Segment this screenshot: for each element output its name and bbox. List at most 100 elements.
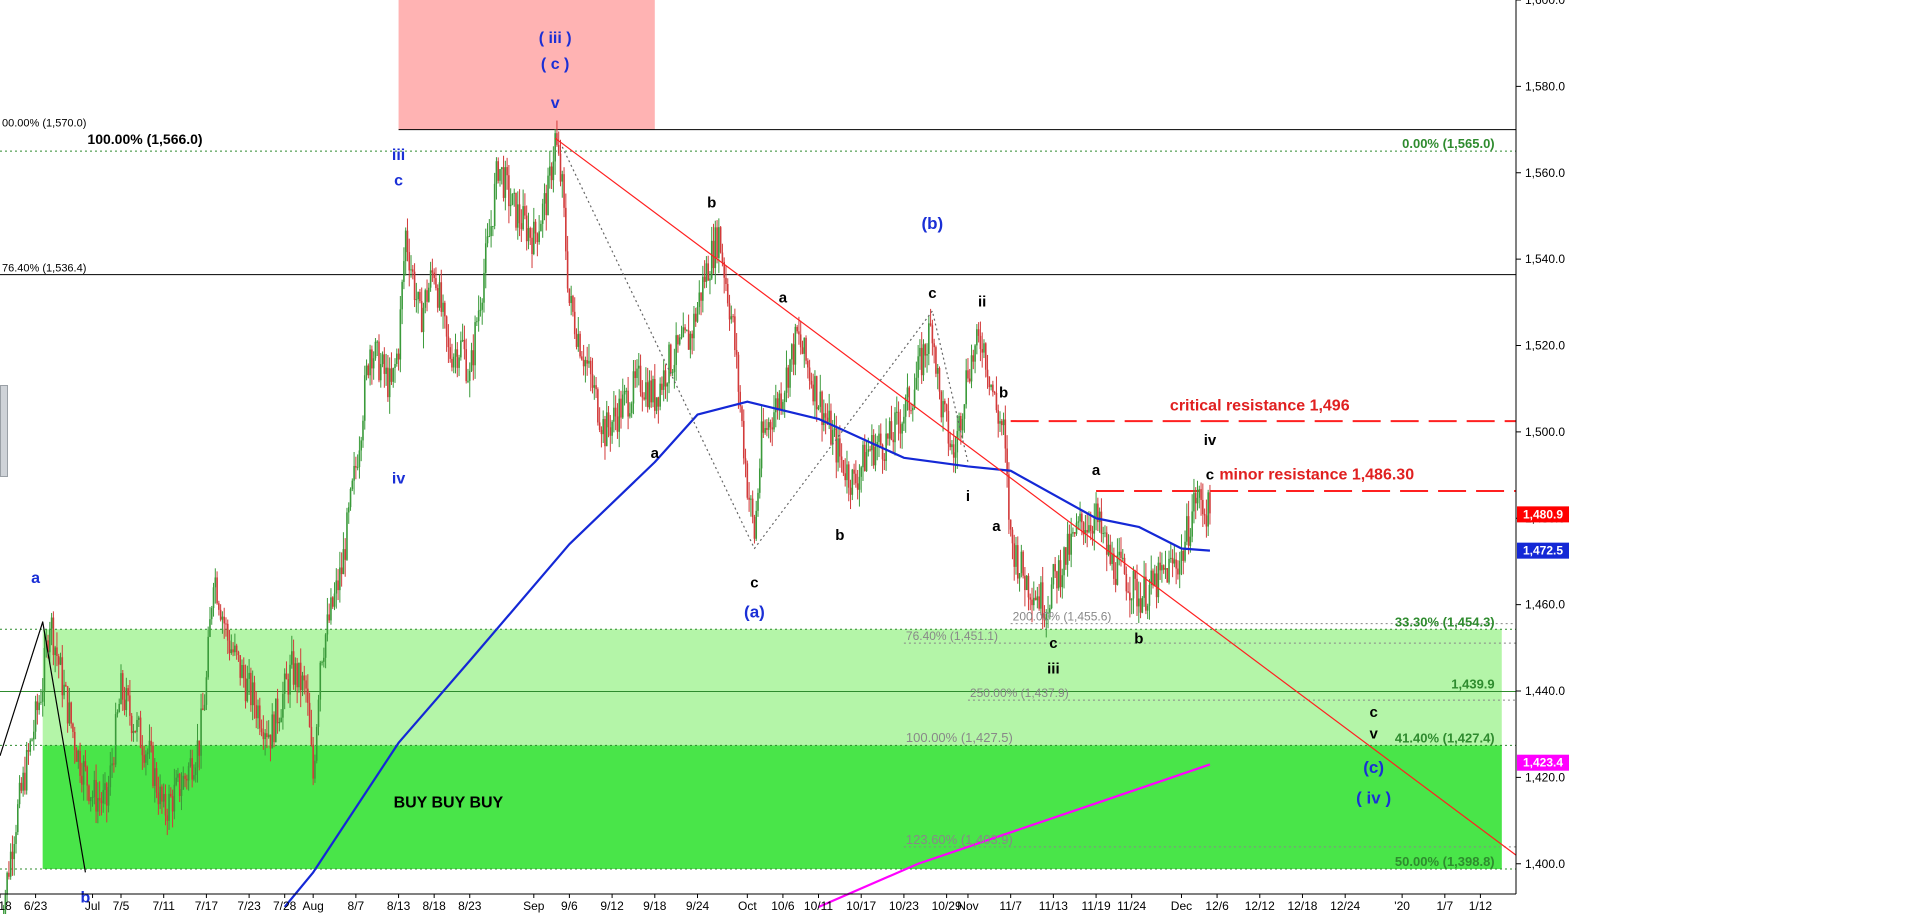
x-tick-label: 12/12 — [1245, 899, 1275, 913]
x-tick-label: 6/18 — [0, 899, 12, 913]
candle-body — [1203, 514, 1206, 516]
candle-body — [381, 354, 384, 365]
candle-body — [755, 510, 758, 539]
candle-body — [789, 359, 791, 388]
candle-body — [1109, 544, 1112, 564]
candle-body — [16, 804, 19, 833]
candle-body — [874, 447, 877, 466]
wave-label: (b) — [922, 214, 944, 233]
candle-body — [1173, 559, 1176, 564]
candle-body — [239, 655, 242, 678]
candle-body — [970, 355, 973, 382]
candle-body — [623, 390, 626, 395]
candle-body — [787, 367, 790, 388]
candle-body — [582, 359, 585, 367]
candle-body — [563, 174, 565, 208]
candle-body — [698, 292, 701, 308]
x-tick-label: 9/6 — [561, 899, 578, 913]
candle-body — [333, 593, 336, 607]
candle-body — [890, 421, 893, 440]
x-tick-label: Oct — [738, 899, 757, 913]
moving-average-blue — [283, 400, 1211, 908]
candle-body — [883, 459, 886, 461]
candle-body — [159, 786, 161, 805]
wave-label: ii — [978, 294, 986, 311]
fib-label: 250.00% (1,437.9) — [970, 686, 1069, 700]
candle-body — [782, 401, 784, 409]
candle-body — [862, 444, 864, 468]
candle-body — [910, 410, 912, 412]
candle-body — [257, 705, 259, 719]
candle-body — [691, 333, 693, 339]
candle-body — [538, 231, 540, 243]
candle-body — [1130, 598, 1133, 601]
candle-body — [299, 662, 302, 691]
candle-body — [1180, 550, 1183, 561]
candle-body — [572, 296, 574, 312]
candle-body — [725, 277, 727, 284]
candle-body — [808, 367, 811, 381]
candle-body — [1113, 553, 1115, 579]
candle-body — [335, 580, 338, 594]
candle-body — [758, 468, 761, 493]
wave-label: b — [707, 194, 716, 211]
candle-body — [675, 335, 677, 365]
candle-body — [527, 228, 530, 242]
candle-body — [904, 397, 907, 417]
candle-body — [166, 815, 169, 821]
candle-body — [680, 337, 683, 339]
candle-body — [678, 337, 681, 345]
candle-body — [148, 740, 151, 753]
candle-body — [474, 322, 476, 366]
candle-body — [607, 412, 610, 428]
candle-body — [593, 385, 596, 388]
x-tick-label: Jul — [85, 899, 100, 913]
candle-body — [837, 438, 839, 463]
candle-body — [404, 230, 407, 262]
candle-body — [495, 161, 498, 184]
candle-body — [81, 775, 83, 785]
candle-body — [707, 263, 709, 281]
candle-body — [625, 390, 628, 392]
candle-body — [88, 785, 90, 802]
candle-body — [412, 269, 414, 272]
candle-body — [1129, 592, 1131, 601]
candle-body — [938, 368, 941, 392]
candle-body — [130, 715, 133, 734]
candle-body — [33, 731, 35, 740]
candle-body — [214, 577, 217, 588]
candle-body — [919, 347, 921, 357]
candle-body — [136, 719, 138, 733]
candle-body — [13, 843, 16, 860]
candle-body — [315, 726, 318, 761]
candle-body — [178, 773, 181, 796]
candle-body — [1000, 421, 1003, 426]
candle-body — [506, 167, 508, 176]
candle-body — [260, 728, 263, 733]
x-tick-label: 11/24 — [1117, 899, 1146, 913]
candle-body — [440, 282, 443, 312]
candle-body — [38, 702, 40, 711]
candle-body — [933, 343, 935, 348]
candle-body — [901, 423, 903, 434]
candle-body — [1075, 522, 1078, 534]
candle-body — [887, 433, 889, 439]
candle-body — [449, 347, 451, 359]
candle-body — [751, 498, 754, 518]
x-tick-label: Nov — [957, 899, 978, 913]
candle-body — [269, 734, 272, 749]
candle-body — [205, 677, 208, 705]
candle-body — [283, 673, 286, 694]
candle-body — [821, 391, 823, 426]
candle-body — [385, 367, 387, 374]
fib-label: 200.00% (1,455.6) — [1013, 610, 1112, 624]
candle-body — [168, 793, 170, 821]
candle-body — [924, 344, 927, 356]
candle-body — [1015, 545, 1017, 567]
candle-body — [831, 429, 834, 445]
y-tick-label: 1,460.0 — [1525, 598, 1565, 612]
candle-body — [778, 393, 781, 411]
candle-body — [410, 269, 412, 271]
x-tick-label: Aug — [302, 899, 323, 913]
side-panel-handle[interactable] — [0, 385, 8, 477]
